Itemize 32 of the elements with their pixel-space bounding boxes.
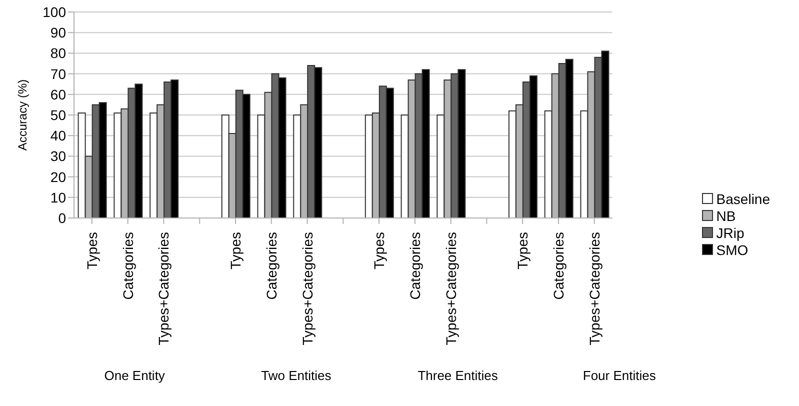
legend-label: Baseline	[716, 190, 770, 206]
x-tick-label: Types	[84, 232, 100, 270]
legend-label: SMO	[716, 242, 748, 258]
text: Two Entities	[260, 368, 332, 383]
x-tick-label: Categories	[263, 232, 280, 300]
y-tick-label: 100	[42, 4, 66, 20]
x-tick-label: Types	[514, 232, 531, 270]
y-tick-label: 60	[50, 86, 66, 102]
y-tick-label: 70	[50, 66, 66, 82]
y-tick-label: 80	[50, 45, 66, 62]
x-tick-label: Types+Categories	[586, 232, 602, 346]
y-tick-label: 50	[50, 106, 66, 123]
x-tick-label: Types+Categories	[299, 232, 316, 346]
y-tick-label: 10	[50, 189, 66, 206]
y-tick-label: 90	[50, 24, 66, 41]
x-tick-label: Types+Categories	[442, 232, 459, 346]
x-tick-label: Categories	[406, 232, 423, 300]
x-tick-label: Types+Categories	[156, 232, 172, 346]
legend-label: NB	[716, 208, 736, 224]
x-tick-label: Categories	[120, 232, 136, 300]
legend-label: JRip	[716, 224, 744, 240]
y-tick-label: 20	[50, 168, 66, 185]
text: Four Entities	[582, 368, 657, 383]
y-axis-title: Accuracy (%)	[15, 79, 30, 151]
x-tick-label: Types	[227, 232, 244, 270]
text: Three Entities	[416, 368, 499, 383]
y-tick-label: 30	[50, 148, 66, 164]
y-tick-label: 40	[50, 128, 66, 144]
x-tick-label: Categories	[550, 232, 566, 300]
y-tick-label: 0	[58, 210, 66, 226]
x-tick-label: Types	[371, 232, 388, 270]
text: One Entity	[103, 368, 166, 383]
